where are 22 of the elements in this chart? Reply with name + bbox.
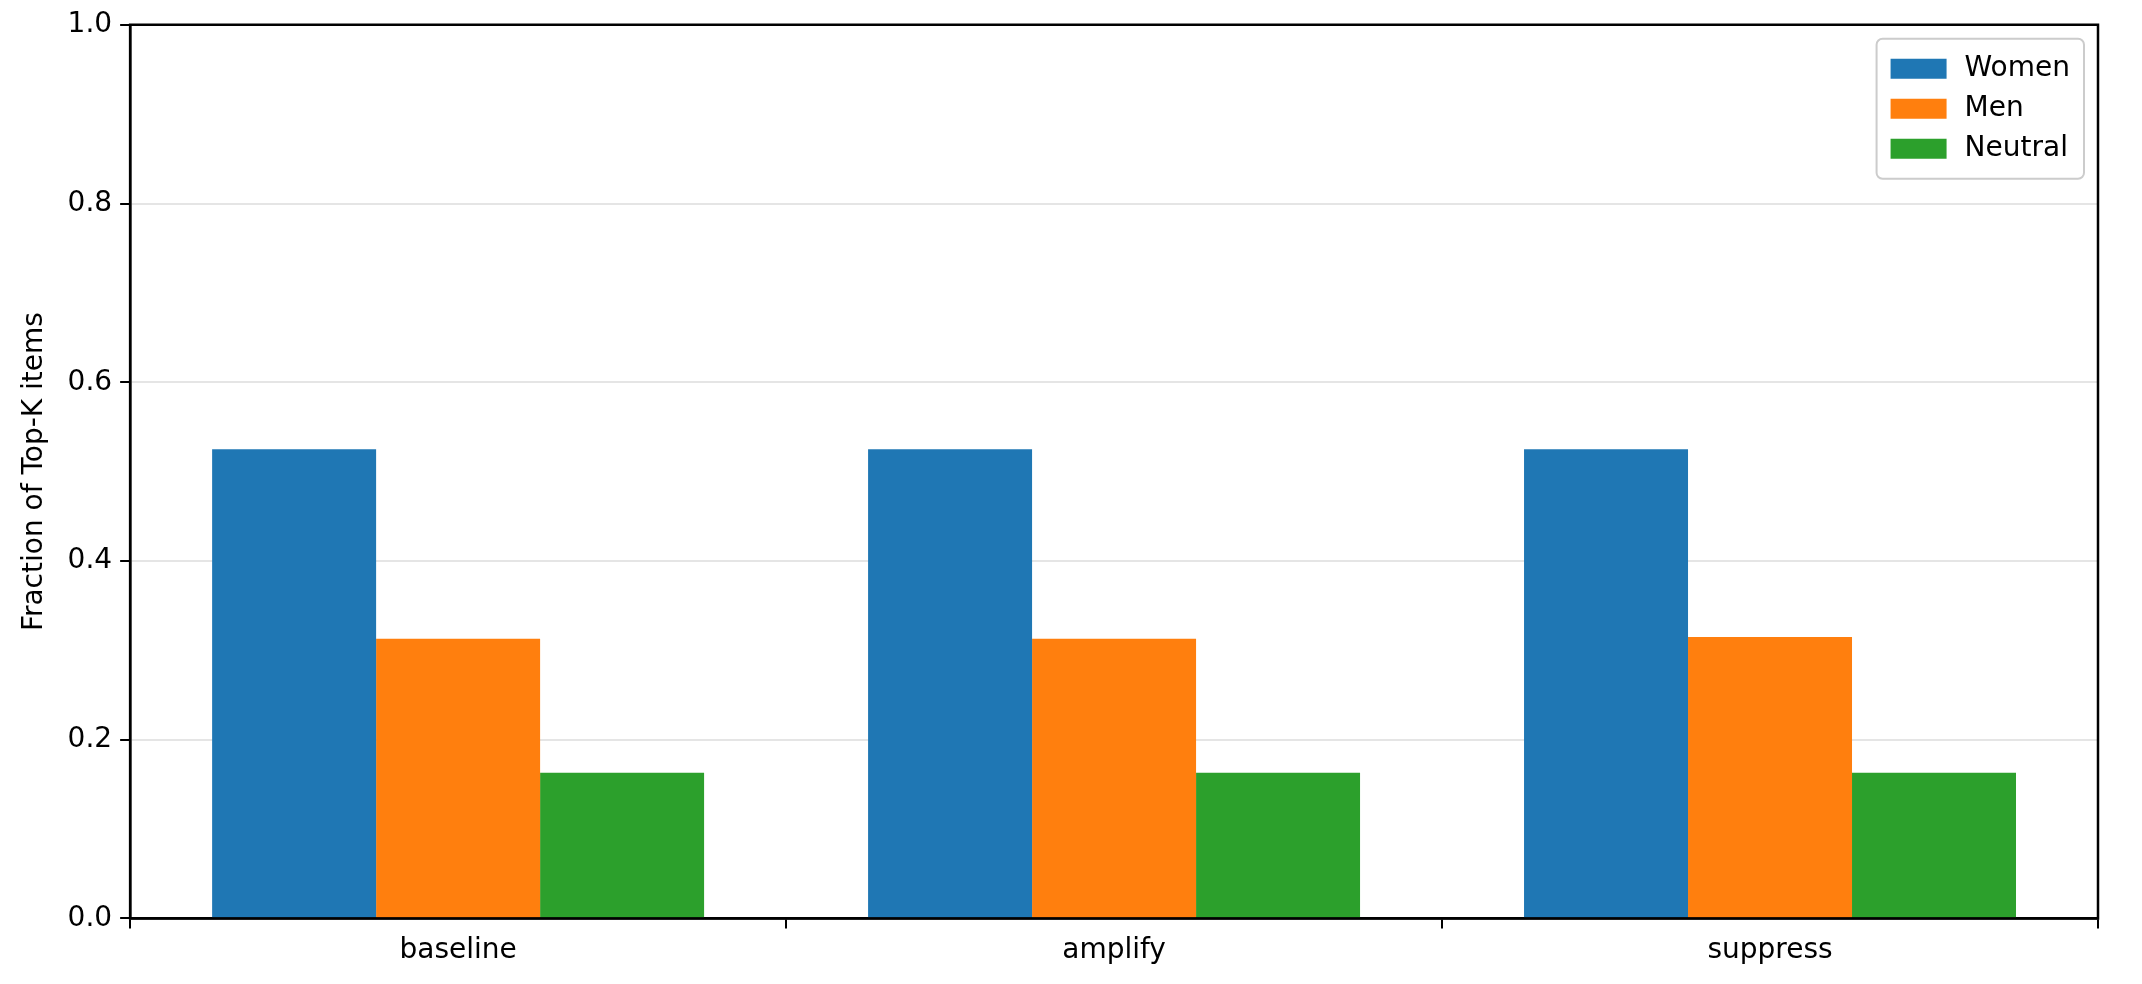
bar [1852,772,2017,918]
y-tick-label: 0.0 [67,899,113,933]
x-tick-label: amplify [1062,932,1166,966]
y-axis-title: Fraction of Top-K items [16,312,50,632]
legend-label: Women [1964,50,2071,84]
bar [540,772,705,918]
legend-label: Neutral [1964,130,2068,164]
bar [868,449,1033,918]
y-tick-label: 1.0 [67,6,113,40]
bar [1196,772,1361,918]
y-tick-label: 0.6 [67,363,113,397]
y-tick-label: 0.4 [67,542,113,576]
bar [1688,636,1853,918]
legend-label: Men [1964,90,2024,124]
bar [376,638,541,918]
y-tick-label: 0.8 [67,184,113,218]
y-tick-label: 0.2 [67,720,113,754]
bar [1524,449,1689,918]
bar [212,449,377,918]
bar [1032,638,1197,918]
x-tick-label: baseline [399,932,517,966]
x-tick-label: suppress [1707,932,1833,966]
